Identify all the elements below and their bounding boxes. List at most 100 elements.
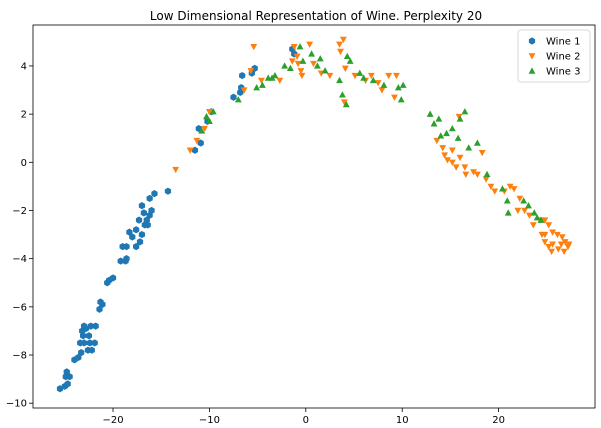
data-point xyxy=(123,255,130,263)
data-point xyxy=(478,149,486,157)
data-point xyxy=(129,233,136,241)
data-point xyxy=(247,68,255,75)
data-point xyxy=(537,216,545,223)
data-point xyxy=(86,339,93,347)
data-point xyxy=(92,322,99,330)
data-point xyxy=(186,147,194,154)
chart-title: Low Dimensional Representation of Wine. … xyxy=(150,9,482,23)
data-point xyxy=(520,197,528,204)
series-3 xyxy=(198,43,545,223)
data-point xyxy=(205,109,213,116)
data-point xyxy=(433,137,441,145)
data-point xyxy=(514,207,522,215)
data-point xyxy=(554,246,562,253)
data-point xyxy=(374,80,382,87)
data-point xyxy=(541,239,549,246)
data-point xyxy=(286,64,294,72)
data-point xyxy=(437,132,445,139)
data-point xyxy=(308,50,316,57)
data-point xyxy=(340,99,348,106)
data-point xyxy=(516,195,524,203)
data-point xyxy=(487,183,495,190)
data-point xyxy=(553,231,561,239)
data-point xyxy=(85,332,93,340)
data-point xyxy=(473,171,481,178)
data-point xyxy=(148,206,155,215)
data-point xyxy=(80,339,88,347)
data-point xyxy=(294,60,302,68)
data-point xyxy=(339,36,347,44)
x-tick-label: 20 xyxy=(492,415,505,426)
data-point xyxy=(351,72,359,80)
data-point xyxy=(342,100,350,108)
data-point xyxy=(135,216,143,224)
data-point xyxy=(133,226,140,234)
data-point xyxy=(80,322,88,330)
data-point xyxy=(378,87,386,94)
data-point xyxy=(339,91,346,98)
data-point xyxy=(336,41,343,48)
data-point xyxy=(281,62,289,69)
data-point xyxy=(452,164,460,171)
series-1 xyxy=(56,45,298,393)
data-point xyxy=(443,129,450,137)
data-point xyxy=(455,113,463,121)
data-point xyxy=(230,93,237,101)
data-point xyxy=(473,139,481,146)
data-point xyxy=(143,216,150,224)
y-tick-label: 0 xyxy=(21,158,27,169)
data-point xyxy=(271,71,279,79)
plot-frame xyxy=(32,24,596,409)
data-point xyxy=(259,81,266,88)
data-point xyxy=(561,239,569,246)
data-point xyxy=(470,169,477,176)
data-point xyxy=(239,71,246,80)
data-point xyxy=(63,368,70,376)
data-point xyxy=(435,115,443,122)
data-point xyxy=(97,298,104,306)
data-point xyxy=(78,349,85,357)
legend-label: Wine 3 xyxy=(546,67,580,78)
data-point xyxy=(117,257,124,265)
data-point xyxy=(253,84,261,91)
data-point xyxy=(465,144,473,151)
data-point xyxy=(146,194,153,203)
data-point xyxy=(499,185,506,192)
data-point xyxy=(88,346,95,354)
data-point xyxy=(526,212,533,219)
legend-label: Wine 1 xyxy=(546,37,580,48)
data-point xyxy=(56,385,64,393)
data-point xyxy=(151,190,158,198)
data-point xyxy=(138,202,146,210)
legend-box xyxy=(517,29,591,83)
data-point xyxy=(140,209,147,217)
y-tick-label: −2 xyxy=(12,206,27,217)
data-point xyxy=(75,353,82,362)
data-point xyxy=(525,202,532,209)
data-point xyxy=(96,305,103,313)
data-point xyxy=(306,41,314,48)
data-point xyxy=(126,228,133,236)
data-point xyxy=(541,217,549,224)
data-point xyxy=(326,72,334,80)
data-point xyxy=(397,96,405,103)
data-point xyxy=(456,115,464,122)
data-point xyxy=(87,322,94,330)
data-point xyxy=(565,241,573,248)
x-tick-label: 10 xyxy=(396,415,409,426)
data-point xyxy=(64,380,71,388)
data-point xyxy=(209,108,217,115)
data-point xyxy=(482,176,490,183)
data-point xyxy=(369,76,377,84)
data-point xyxy=(560,248,568,256)
data-point xyxy=(250,43,258,51)
data-point xyxy=(336,76,343,84)
data-point xyxy=(533,214,541,221)
data-point xyxy=(299,57,307,64)
data-point xyxy=(234,96,242,103)
x-tick-label: 0 xyxy=(303,415,309,426)
legend-marker xyxy=(528,53,536,60)
data-point xyxy=(240,87,248,94)
data-point xyxy=(456,154,464,162)
data-point xyxy=(264,74,272,81)
